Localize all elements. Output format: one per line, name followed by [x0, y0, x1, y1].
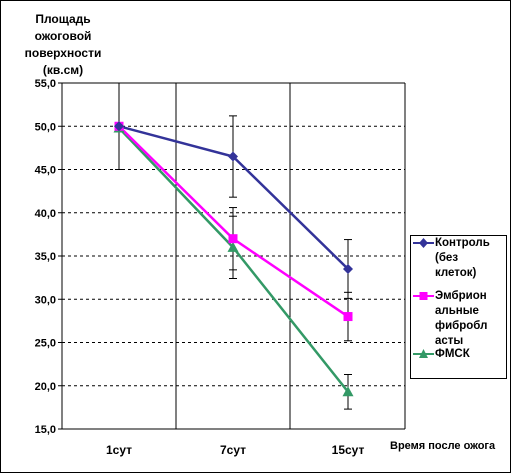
y-tick-label: 30,0	[35, 294, 56, 306]
x-axis-title: Время после ожога	[390, 440, 496, 452]
legend-marker-diamond	[413, 238, 434, 248]
y-tick-label: 20,0	[35, 381, 56, 393]
x-tick-label: 15сут	[332, 443, 365, 457]
legend-text-fmsk: ФМСК	[435, 348, 470, 360]
data-point	[114, 121, 124, 132]
x-tick-label: 1сут	[106, 443, 132, 457]
legend-marker-triangle	[413, 349, 434, 358]
legend-marker-square	[413, 292, 434, 300]
y-tick-label: 40,0	[35, 208, 56, 220]
y-tick-label: 50,0	[35, 121, 56, 133]
data-point	[227, 241, 239, 252]
data-point	[228, 234, 238, 244]
legend-text-embryonic: Эмбрион альные фибробл асты	[435, 290, 488, 347]
data-point	[228, 151, 238, 162]
data-point	[342, 386, 354, 397]
y-tick-label: 15,0	[35, 424, 56, 436]
x-tick-label: 7сут	[220, 443, 246, 457]
y-axis-label: Площадь ожоговой поверхности (кв.см)	[24, 12, 102, 77]
legend-text-control: Контроль (без клеток)	[435, 237, 490, 279]
data-point	[343, 312, 353, 322]
data-point	[343, 263, 353, 274]
y-tick-label: 55,0	[35, 78, 56, 90]
y-tick-label: 35,0	[35, 251, 56, 263]
legend: Контроль (без клеток) Эмбрион альные фиб…	[410, 235, 507, 379]
y-tick-label: 45,0	[35, 165, 56, 177]
y-tick-label: 25,0	[35, 338, 56, 350]
